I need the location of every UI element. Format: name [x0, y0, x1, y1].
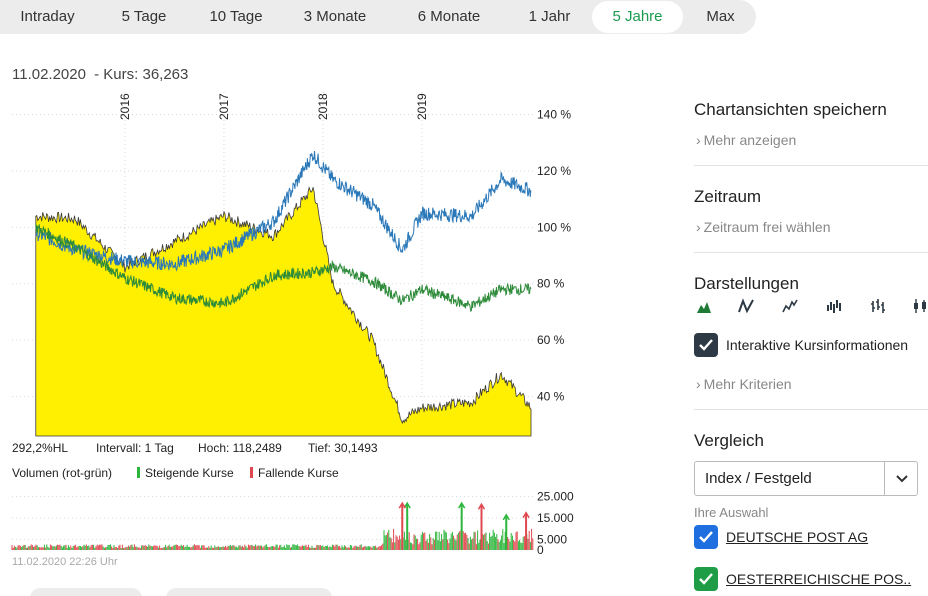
x-tick-label: 2018: [316, 93, 330, 120]
mehr-anzeigen-link[interactable]: › Mehr anzeigen: [696, 132, 796, 148]
zeitraum-link-label: Zeitraum frei wählen: [703, 219, 831, 235]
series-line-green: [35, 223, 532, 313]
stat-hoch: Hoch: 118,2489: [198, 441, 282, 455]
tab-5-jahre[interactable]: 5 Jahre: [592, 1, 683, 33]
chart-header: 11.02.2020 - Kurs: 36,263: [12, 66, 188, 83]
volume-tick-label: 25.000: [537, 490, 574, 504]
volume-chart[interactable]: 05.000 15.000 25.000: [0, 482, 600, 554]
legend-rising: Steigende Kurse: [137, 466, 234, 480]
chart-type-selector: [694, 296, 928, 318]
volume-peak-arrow: [403, 501, 411, 509]
compare-item-oesterreichische-post[interactable]: OESTERREICHISCHE POS..: [726, 571, 912, 587]
mehr-kriterien-label: Mehr Kriterien: [703, 376, 792, 392]
line-chart-icon[interactable]: [738, 298, 754, 314]
volume-peak-arrow: [458, 501, 466, 509]
vergleich-select-value: Index / Festgeld: [705, 470, 812, 487]
save-views-title: Chartansichten speichern: [694, 100, 887, 119]
tab-3-monate[interactable]: 3 Monate: [303, 8, 367, 25]
tab-max[interactable]: Max: [706, 8, 735, 25]
volume-legend-title: Volumen (rot-grün): [12, 466, 113, 480]
chevron-right-icon: ›: [696, 219, 701, 235]
stat-tief: Tief: 30,1493: [308, 441, 378, 455]
select-separator: [884, 462, 885, 495]
chart-option-button[interactable]: [166, 588, 332, 596]
line-chart-alt-icon[interactable]: [782, 298, 798, 314]
darstellungen-title: Darstellungen: [694, 274, 799, 293]
ohlc-chart-icon[interactable]: [870, 298, 886, 314]
volume-tick-label: 15.000: [537, 511, 574, 525]
x-tick-label: 2016: [118, 93, 132, 120]
x-tick-label: 2019: [415, 93, 429, 120]
price-chart[interactable]: 40 % 60 % 80 % 100 % 120 % 140 % 2016 2017 2018 2…: [0, 86, 600, 438]
y-tick-label: 140 %: [537, 108, 571, 122]
stat-hl: 292,2%HL: [12, 441, 69, 455]
compare-checkbox-deutsche-post[interactable]: [694, 525, 718, 549]
tab-6-monate[interactable]: 6 Monate: [417, 8, 481, 25]
chart-price: - Kurs: 36,263: [94, 66, 189, 83]
volume-peak-arrow: [502, 513, 510, 521]
legend-falling: Fallende Kurse: [250, 466, 339, 480]
chevron-down-icon: [896, 475, 908, 483]
legend-falling-label: Fallende Kurse: [258, 466, 339, 480]
candlestick-chart-icon[interactable]: [912, 298, 928, 314]
compare-item-deutsche-post[interactable]: DEUTSCHE POST AG: [726, 529, 869, 545]
legend-falling-swatch: [250, 467, 253, 478]
legend-rising-label: Steigende Kurse: [145, 466, 234, 480]
y-tick-label: 40 %: [537, 390, 565, 404]
series-line-blue: [35, 150, 532, 272]
volume-peak-arrow: [398, 501, 406, 509]
chevron-right-icon: ›: [696, 132, 701, 148]
volume-tick-label: 5.000: [537, 532, 567, 546]
y-tick-label: 100 %: [537, 220, 571, 234]
vergleich-select[interactable]: Index / Festgeld: [694, 461, 918, 496]
y-tick-label: 120 %: [537, 164, 571, 178]
tab-1-jahr[interactable]: 1 Jahr: [528, 8, 571, 25]
divider: [694, 165, 928, 166]
tab-5-tage[interactable]: 5 Tage: [121, 8, 167, 25]
x-tick-label: 2017: [217, 93, 231, 120]
interactive-info-label: Interaktive Kursinformationen: [726, 337, 909, 353]
chart-option-button[interactable]: [30, 588, 142, 596]
mehr-kriterien-link[interactable]: › Mehr Kriterien: [696, 376, 792, 392]
interactive-info-checkbox[interactable]: [694, 333, 718, 357]
volume-peak-arrow: [477, 502, 486, 510]
zeitraum-link[interactable]: › Zeitraum frei wählen: [696, 219, 831, 235]
tab-intraday[interactable]: Intraday: [20, 8, 75, 25]
zeitraum-title: Zeitraum: [694, 187, 762, 206]
divider: [694, 409, 928, 410]
vergleich-title: Vergleich: [694, 431, 764, 450]
chevron-right-icon: ›: [696, 376, 701, 392]
bar-chart-icon[interactable]: [826, 298, 842, 314]
series-area-yellow: [35, 186, 532, 437]
mountain-chart-icon[interactable]: [696, 298, 712, 314]
ihre-auswahl-label: Ihre Auswahl: [694, 505, 769, 520]
period-tab-bar: Intraday 5 Tage 10 Tage 3 Monate 6 Monat…: [0, 0, 756, 34]
mehr-anzeigen-label: Mehr anzeigen: [703, 132, 797, 148]
divider: [694, 252, 928, 253]
y-tick-label: 60 %: [537, 333, 565, 347]
chart-timestamp: 11.02.2020 22:26 Uhr: [12, 556, 118, 568]
y-tick-label: 80 %: [537, 277, 565, 291]
stat-intervall: Intervall: 1 Tag: [96, 441, 174, 455]
tab-10-tage[interactable]: 10 Tage: [209, 8, 263, 25]
chart-date: 11.02.2020: [12, 66, 86, 83]
volume-peak-arrow: [522, 511, 530, 519]
legend-rising-swatch: [137, 467, 140, 478]
volume-tick-label: 0: [537, 543, 544, 554]
compare-checkbox-oesterreichische-post[interactable]: [694, 567, 718, 591]
